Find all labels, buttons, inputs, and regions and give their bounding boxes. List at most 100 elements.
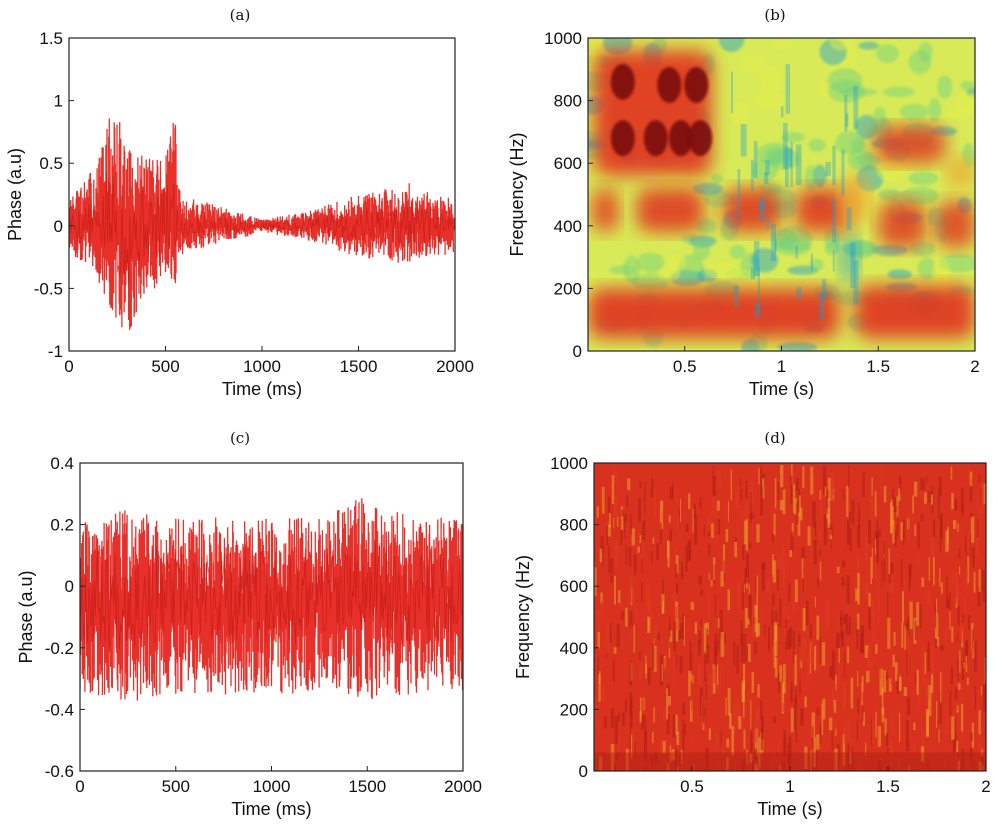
heatmap-streak (830, 472, 835, 503)
heatmap-streak (757, 722, 759, 730)
heatmap-streak (630, 624, 632, 637)
heatmap-streak (781, 703, 785, 712)
heatmap-streak (896, 674, 899, 695)
heatmap-streak (610, 707, 614, 728)
heatmap-streak (594, 567, 597, 597)
heatmap-streak (903, 519, 905, 542)
plot-area (594, 463, 986, 771)
heatmap-streak (640, 697, 642, 719)
y-axis-title: Phase (a.u) (5, 148, 25, 241)
heatmap-streak (927, 684, 932, 716)
heatmap-streak (797, 720, 799, 728)
heatmap-streak (766, 768, 770, 771)
heatmap-streak (803, 638, 807, 659)
heatmap-streak (735, 487, 739, 508)
heatmap-band (936, 200, 975, 248)
panel-label: (d) (764, 429, 785, 447)
heatmap-streak (633, 625, 635, 653)
heatmap-streak (819, 724, 822, 744)
heatmap-streak (639, 481, 642, 489)
heatmap-streak (747, 643, 751, 662)
heatmap-streak (682, 702, 686, 715)
heatmap-streak (613, 647, 617, 654)
heatmap-streak (733, 769, 736, 771)
heatmap-streak (868, 519, 872, 544)
heatmap-streak (934, 603, 937, 628)
heatmap-streak (757, 684, 760, 698)
heatmap-streak (833, 699, 837, 713)
heatmap-streak (773, 716, 776, 724)
heatmap-streak (883, 559, 886, 582)
heatmap-streak (822, 466, 827, 496)
heatmap-streak (783, 664, 786, 694)
heatmap-streak (621, 611, 624, 620)
heatmap-streak (979, 736, 982, 758)
heatmap-streak (917, 770, 921, 771)
heatmap-streak (783, 730, 786, 757)
heatmap-streak (818, 292, 824, 321)
heatmap-streak (962, 613, 964, 623)
heatmap-streak (836, 632, 840, 649)
heatmap-streak (845, 113, 849, 127)
heatmap-streak (743, 584, 745, 593)
heatmap-streak (624, 699, 627, 713)
heatmap-streak (689, 641, 693, 671)
heatmap-cell (882, 86, 915, 98)
heatmap-streak (877, 726, 882, 747)
heatmap-streak (906, 697, 911, 716)
heatmap-streak (782, 569, 786, 589)
heatmap-streak (704, 708, 707, 717)
heatmap-streak (870, 599, 874, 617)
heatmap-streak (630, 734, 633, 759)
heatmap-streak (954, 717, 956, 748)
heatmap-streak (881, 687, 884, 714)
heatmap-streak (711, 496, 715, 513)
heatmap-streak (784, 737, 786, 753)
heatmap-streak (833, 719, 837, 735)
heatmap-cell (693, 240, 711, 261)
heatmap-streak (829, 524, 833, 536)
heatmap-streak (597, 632, 600, 649)
heatmap-streak (887, 748, 890, 755)
heatmap-streak (727, 688, 731, 716)
heatmap-streak (797, 512, 801, 536)
heatmap-streak (874, 520, 879, 549)
heatmap-streak (713, 563, 715, 581)
heatmap-streak (867, 649, 869, 670)
heatmap-streak (827, 498, 831, 528)
heatmap-peak (657, 66, 682, 103)
heatmap-streak (842, 682, 847, 711)
heatmap-streak (922, 669, 925, 687)
heatmap-streak (777, 481, 780, 501)
heatmap-streak (842, 489, 844, 501)
heatmap-streak (761, 564, 765, 591)
plot-area (69, 118, 455, 330)
heatmap-streak (739, 478, 742, 488)
heatmap-cell (808, 138, 826, 152)
heatmap-streak (900, 522, 903, 541)
heatmap-streak (849, 692, 851, 704)
heatmap-streak (641, 581, 643, 603)
heatmap-streak (888, 573, 891, 584)
y-tick-label: 1000 (544, 29, 582, 48)
heatmap-streak (709, 673, 713, 695)
heatmap-streak (708, 584, 710, 602)
heatmap-streak (824, 486, 827, 497)
heatmap-streak (730, 469, 732, 501)
heatmap-streak (917, 681, 920, 710)
heatmap-streak (922, 479, 925, 491)
heatmap-streak (858, 501, 861, 508)
heatmap-streak (594, 507, 597, 527)
heatmap-streak (804, 696, 807, 708)
heatmap-streak (792, 582, 796, 611)
heatmap-streak (737, 698, 740, 725)
heatmap-streak (620, 509, 624, 517)
heatmap-streak (880, 466, 882, 495)
y-axis-title: Phase (a.u) (16, 570, 36, 663)
heatmap-streak (966, 677, 969, 686)
heatmap-streak (694, 622, 698, 635)
heatmap-streak (921, 731, 925, 759)
heatmap-streak (753, 240, 760, 277)
x-tick-label: 1500 (340, 357, 378, 376)
heatmap-streak (655, 624, 658, 638)
